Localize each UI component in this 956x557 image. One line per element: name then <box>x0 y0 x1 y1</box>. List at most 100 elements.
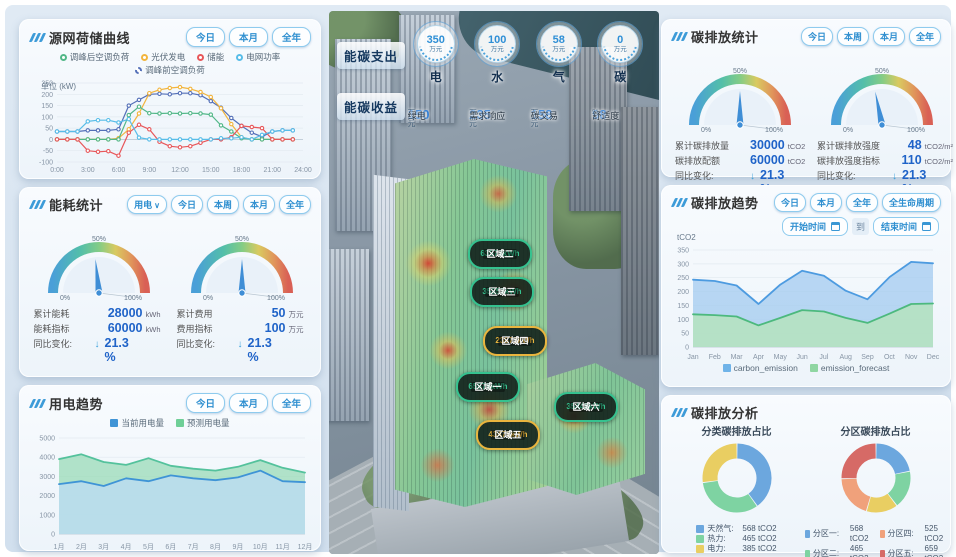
legend-item[interactable]: 电力: 385 tCO2 <box>696 544 777 554</box>
energy-total-block: 0% 50% 100% 累计能耗 28000 kWh 能耗指标 60000 kWh 同比… <box>28 219 170 364</box>
income-label: 能碳收益 <box>337 93 406 120</box>
panel-slashes-icon <box>28 32 47 42</box>
source-legend: 调峰后空调负荷 光伏发电 储能 电网功率 调峰前空调负荷 <box>19 50 321 77</box>
zone-donut-legend: 分区一:568 tCO2 分区二:465 tCO2 分区三:385 tCO2 分… <box>804 524 947 557</box>
range-button-year[interactable]: 全年 <box>271 393 311 413</box>
calendar-icon <box>922 222 931 231</box>
svg-text:50: 50 <box>45 126 53 133</box>
range-button-lifecycle[interactable]: 全生命周期 <box>881 193 941 212</box>
legend-item[interactable]: 光伏发电 <box>141 51 185 63</box>
expense-item-electricity: 350 万元 电 <box>408 21 464 85</box>
svg-text:7月: 7月 <box>188 543 199 551</box>
svg-text:3000: 3000 <box>39 474 55 481</box>
range-button-today[interactable]: 今日 <box>170 195 203 214</box>
legend-item[interactable]: carbon_emission <box>722 363 798 373</box>
legend-item[interactable]: 天然气: 568 tCO2 <box>696 524 777 534</box>
background-building <box>569 47 627 211</box>
panel-slashes-icon <box>670 408 689 417</box>
expense-item-gas: 58 万元 气 <box>531 21 587 85</box>
range-button-year[interactable]: 全年 <box>278 195 311 214</box>
legend-marker-icon <box>197 53 205 61</box>
svg-text:Jan: Jan <box>687 354 698 361</box>
range-button-today[interactable]: 今日 <box>185 393 225 413</box>
legend-item[interactable]: 储能 <box>197 51 224 63</box>
svg-text:6月: 6月 <box>165 543 176 551</box>
date-range-row: 开始时间 到 结束时间 <box>661 215 951 236</box>
svg-text:200: 200 <box>677 289 689 296</box>
legend-item[interactable]: 当前用电量 <box>110 417 164 429</box>
svg-text:50%: 50% <box>234 236 248 243</box>
svg-text:Mar: Mar <box>731 354 744 361</box>
legend-item[interactable]: 调峰前空调负荷 <box>135 64 205 76</box>
legend-item[interactable]: 预测用电量 <box>176 417 230 429</box>
legend-item[interactable]: 分区二:465 tCO2 <box>804 544 872 557</box>
svg-text:100%: 100% <box>267 295 285 302</box>
legend-item[interactable]: 热力: 465 tCO2 <box>696 534 777 544</box>
svg-text:2000: 2000 <box>39 493 55 500</box>
panel-carbon-trend: 碳排放趋势 今日 本月 全年 全生命周期 开始时间 到 结束时间 tCO2 35… <box>661 185 951 387</box>
legend-marker-icon <box>135 66 143 74</box>
svg-text:50%: 50% <box>733 68 747 75</box>
zone-label[interactable]: 23873kWh 区域四 <box>483 326 547 356</box>
zone-label[interactable]: 65678kWh 区域一 <box>456 372 520 402</box>
donut-title: 分类碳排放占比 <box>701 427 772 438</box>
legend-marker-icon <box>722 364 731 372</box>
zone-label[interactable]: 43476kWh 区域五 <box>476 420 540 450</box>
svg-text:2月: 2月 <box>76 543 87 551</box>
legend-item[interactable]: 电网功率 <box>236 51 280 63</box>
panel-energy-stats: 能耗统计 用电 ∨ 今日 本周 本月 全年 0% 50% 100% 累计能耗 280… <box>19 187 321 377</box>
svg-text:11月: 11月 <box>275 543 289 551</box>
svg-text:0: 0 <box>51 532 55 539</box>
legend-item[interactable]: 分区一: 568 tCO2 <box>804 524 872 544</box>
svg-text:Jul: Jul <box>819 354 828 361</box>
range-buttons: 今日 本月 全年 <box>185 27 311 47</box>
zone-label[interactable]: 35857kWh 区域三 <box>470 277 534 307</box>
range-button-month[interactable]: 本月 <box>228 393 268 413</box>
svg-text:6:00: 6:00 <box>112 167 126 174</box>
svg-text:21:00: 21:00 <box>264 167 282 174</box>
zone-emission-donut <box>836 438 916 523</box>
panel-carbon-stats: 碳排放统计 今日 本周 本月 全年 0% 50% 100% 累计碳排放量 3000… <box>661 19 953 196</box>
svg-text:350: 350 <box>677 248 689 255</box>
svg-text:100: 100 <box>41 114 53 121</box>
svg-text:0: 0 <box>49 137 53 144</box>
range-button-week[interactable]: 本周 <box>206 195 239 214</box>
range-button-today[interactable]: 今日 <box>185 27 225 47</box>
start-date-picker[interactable]: 开始时间 <box>781 217 848 236</box>
legend-item[interactable]: 分区四: 525 tCO2 <box>879 524 947 544</box>
panel-source-curve: 源网荷储曲线 今日 本月 全年 调峰后空调负荷 光伏发电 储能 电网功率 调峰前… <box>19 19 321 179</box>
svg-text:100%: 100% <box>765 127 783 134</box>
end-date-picker[interactable]: 结束时间 <box>872 217 939 236</box>
power-trend-legend: 当前用电量 预测用电量 <box>19 416 321 430</box>
down-arrow-icon: ↓ <box>892 171 897 182</box>
range-button-month[interactable]: 本月 <box>872 27 905 46</box>
range-button-year[interactable]: 全年 <box>271 27 311 47</box>
svg-text:1月: 1月 <box>54 543 65 551</box>
range-button-month[interactable]: 本月 <box>242 195 275 214</box>
carbon-intensity-gauge: 0% 50% 100% <box>811 51 953 137</box>
svg-text:Aug: Aug <box>839 354 852 361</box>
legend-marker-icon <box>804 550 810 557</box>
zone-label[interactable]: 63573kWh 区域二 <box>468 239 532 269</box>
range-button-month[interactable]: 本月 <box>228 27 268 47</box>
range-button-month[interactable]: 本月 <box>809 193 842 212</box>
svg-text:0%: 0% <box>59 295 69 302</box>
range-button-year[interactable]: 全年 <box>845 193 878 212</box>
income-row: 能碳收益 150 万元 绿电 235 万元 需求响应 158 万元 碳交易 98 % 舒… <box>337 93 651 128</box>
svg-text:18:00: 18:00 <box>233 167 251 174</box>
panel-title: 用电趋势 <box>49 396 104 412</box>
legend-item[interactable]: emission_forecast <box>809 363 889 373</box>
background-building <box>621 107 659 355</box>
range-button-today[interactable]: 今日 <box>800 27 833 46</box>
legend-item[interactable]: 分区五:659 tCO2 <box>879 544 947 557</box>
energy-type-dropdown[interactable]: 用电 ∨ <box>127 195 167 214</box>
range-button-today[interactable]: 今日 <box>773 193 806 212</box>
range-button-week[interactable]: 本周 <box>836 27 869 46</box>
zone-label[interactable]: 35448kWh 区域六 <box>554 392 618 422</box>
y-axis-label: tCO2 <box>677 233 696 242</box>
svg-text:4000: 4000 <box>39 455 55 462</box>
legend-item[interactable]: 调峰后空调负荷 <box>59 51 129 63</box>
range-button-year[interactable]: 全年 <box>908 27 941 46</box>
